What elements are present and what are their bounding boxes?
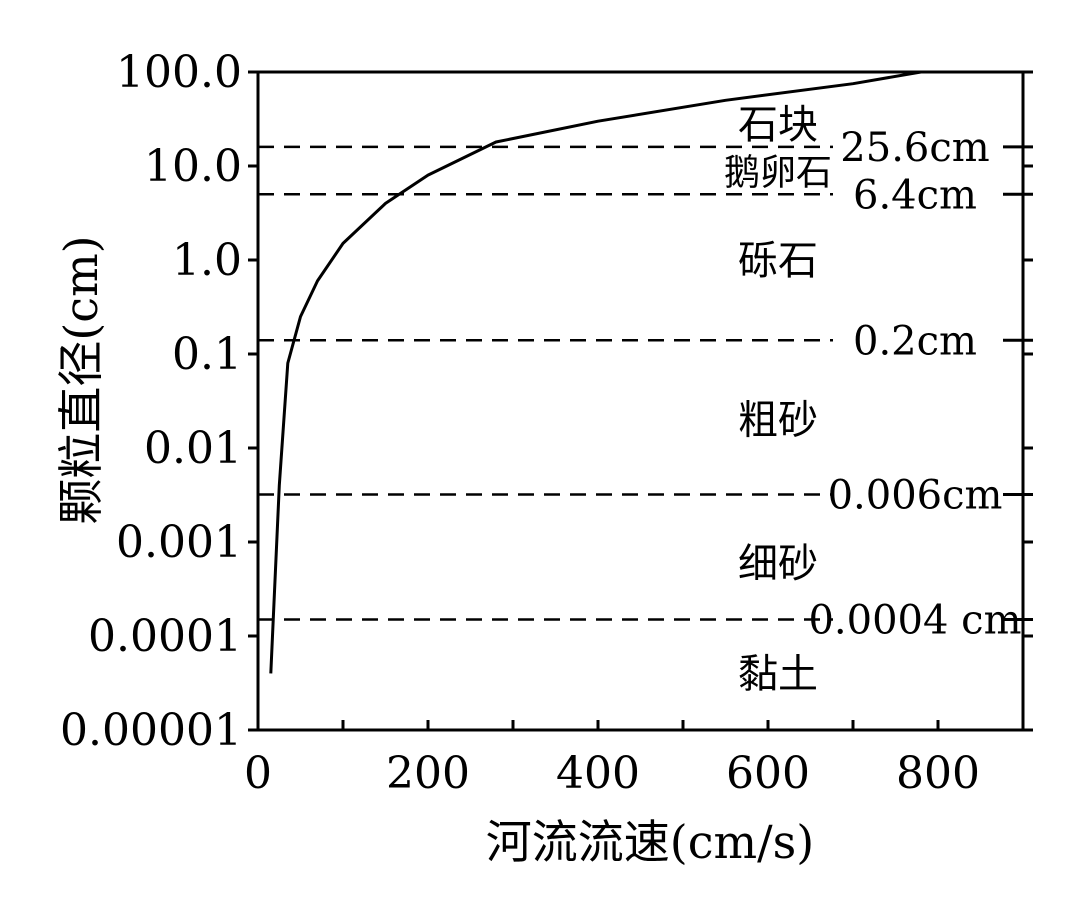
x-tick-label: 200 — [386, 748, 470, 799]
y-tick-label: 10.0 — [144, 141, 242, 192]
plot-frame — [256, 70, 1025, 732]
x-axis-ticks: 0 200 400 600 800 — [244, 720, 1025, 799]
zone-label: 鹅卵石 — [724, 152, 832, 193]
y-tick-label: 0.01 — [144, 423, 242, 474]
threshold-label: 6.4cm — [853, 172, 977, 218]
threshold-label: 25.6cm — [840, 125, 989, 171]
zone-label: 黏土 — [738, 651, 818, 697]
x-tick-label: 400 — [556, 748, 640, 799]
threshold-label: 0.006cm — [828, 473, 1003, 519]
x-tick-label: 0 — [244, 748, 272, 799]
series-group — [269, 70, 922, 674]
x-axis-title: 河流流速(cm/s) — [486, 815, 814, 869]
y-tick-label: 0.001 — [116, 517, 242, 568]
series-line — [269, 70, 922, 674]
zone-label: 石块 — [738, 102, 818, 148]
x-tick-label: 600 — [726, 748, 810, 799]
y-tick-label: 0.1 — [172, 329, 242, 380]
threshold-label: 0.2cm — [853, 318, 977, 364]
y-tick-label: 0.0001 — [88, 611, 242, 662]
x-tick-label: 800 — [896, 748, 980, 799]
y-tick-label: 0.00001 — [60, 705, 242, 756]
threshold-label: 0.0004 cm — [808, 597, 1021, 643]
zone-label: 砾石 — [738, 238, 818, 284]
y-tick-label: 100.0 — [116, 47, 242, 98]
zone-label: 粗砂 — [738, 398, 818, 444]
zone-label: 细砂 — [738, 541, 818, 587]
threshold-lines — [258, 145, 1033, 621]
y-axis-title: 颗粒直径(cm) — [54, 235, 108, 524]
y-axis-ticks: 0.00001 0.0001 0.001 0.01 0.1 1.0 10.0 100.0 — [60, 47, 1033, 756]
y-tick-label: 1.0 — [172, 235, 242, 286]
